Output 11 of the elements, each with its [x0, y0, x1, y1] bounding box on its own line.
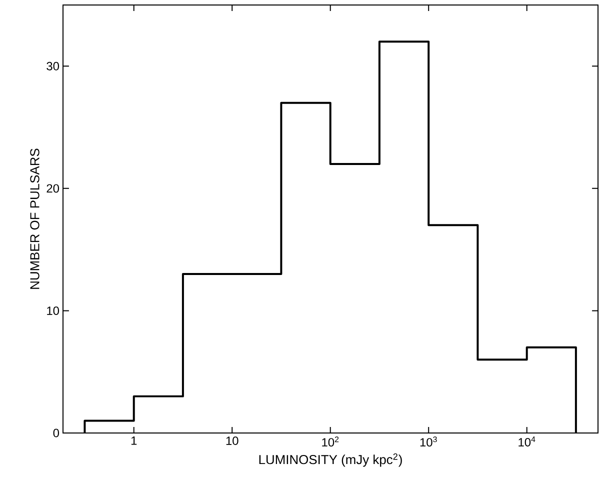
y-tick-label: 10	[47, 306, 60, 315]
x-tick-label: 1	[131, 436, 137, 445]
x-axis-title: LUMINOSITY (mJy kpc$^{2}$)	[259, 453, 402, 467]
y-tick-label: 20	[46, 184, 60, 193]
x-tick-label: 10$^{3}$	[420, 436, 437, 447]
x-tick-label: 10	[226, 436, 238, 445]
x-tick-label: 10$^{2}$	[322, 436, 339, 447]
y-axis-title: NUMBER OF PULSARS	[30, 148, 40, 289]
x-tick-label: 10$^{4}$	[518, 436, 536, 446]
y-tick-label: 0	[53, 428, 60, 438]
y-tick-label: 30	[46, 62, 60, 70]
